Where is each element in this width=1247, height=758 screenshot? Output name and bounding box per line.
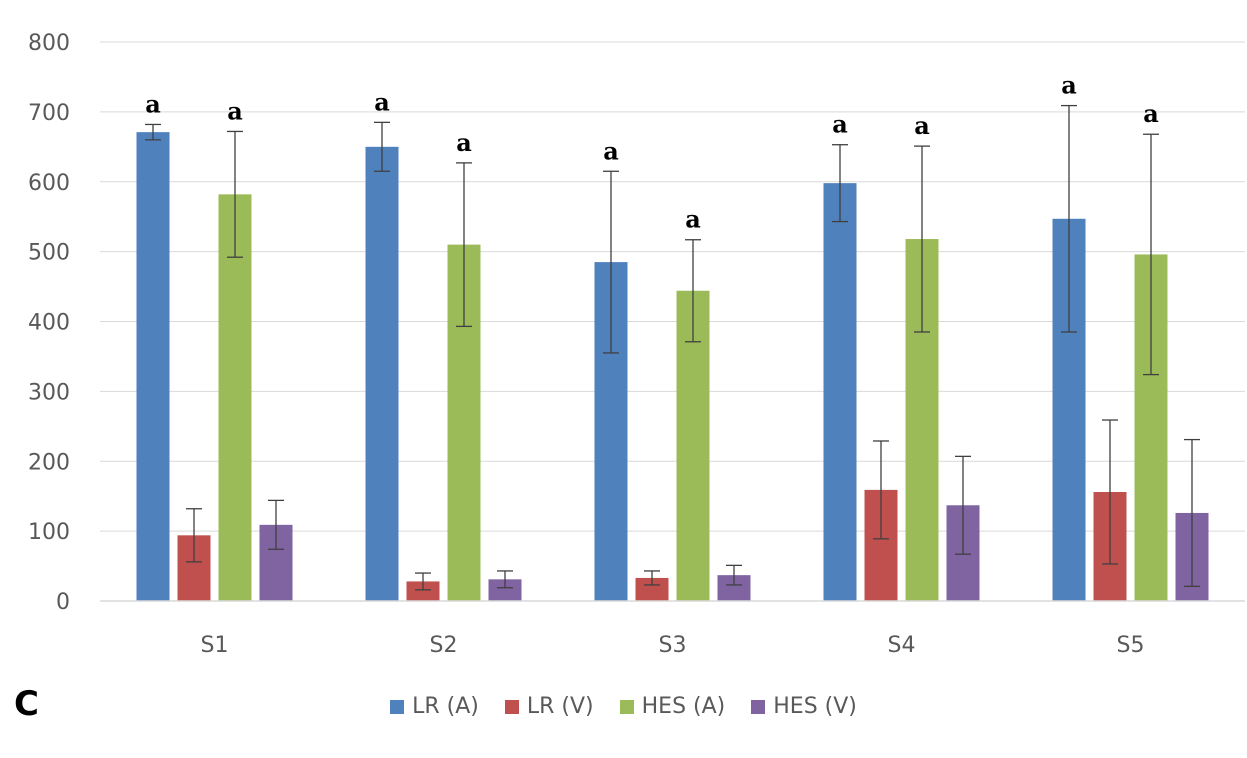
legend-item: LR (A) <box>390 694 479 719</box>
y-tick-label: 200 <box>28 450 70 475</box>
legend-item: HES (V) <box>751 694 857 719</box>
legend-swatch <box>390 699 405 714</box>
bar <box>406 581 440 601</box>
significance-label: a <box>832 110 848 139</box>
bar <box>676 290 710 601</box>
gridlines <box>100 41 1245 532</box>
legend: LR (A) LR (V) HES (A) HES (V) <box>0 694 1247 719</box>
y-tick-label: 700 <box>28 101 70 126</box>
significance-label: a <box>1143 99 1159 128</box>
legend-swatch <box>619 699 634 714</box>
y-tick-label: 300 <box>28 380 70 405</box>
y-tick-label: 400 <box>28 311 70 336</box>
bar <box>218 194 252 601</box>
y-tick-label: 800 <box>28 31 70 56</box>
significance-label: a <box>374 87 390 116</box>
significance-label: a <box>685 205 701 234</box>
y-tick-label: 0 <box>56 590 70 615</box>
significance-label: a <box>914 111 930 140</box>
x-tick-label: S2 <box>430 633 458 658</box>
bar <box>488 579 522 601</box>
y-axis-tick-labels: 0 100 200 300 400 500 600 700 800 <box>28 31 70 615</box>
x-tick-label: S1 <box>201 633 229 658</box>
significance-label: a <box>1061 71 1077 100</box>
legend-label: LR (A) <box>412 694 479 719</box>
x-tick-label: S3 <box>659 633 687 658</box>
significance-label: a <box>145 89 161 118</box>
significance-label: a <box>456 128 472 157</box>
y-tick-label: 500 <box>28 241 70 266</box>
legend-swatch <box>504 699 519 714</box>
panel-label: C <box>14 684 39 724</box>
error-bars <box>145 104 1200 591</box>
legend-label: LR (V) <box>526 694 594 719</box>
x-tick-label: S5 <box>1117 633 1145 658</box>
significance-label: a <box>603 136 619 165</box>
x-tick-label: S4 <box>888 633 916 658</box>
legend-item: HES (A) <box>619 694 726 719</box>
bar <box>635 577 669 601</box>
bar <box>365 146 399 601</box>
legend-swatch <box>751 699 766 714</box>
x-axis-category-labels: S1 S2 S3 S4 S5 <box>201 633 1145 658</box>
legend-label: HES (V) <box>773 694 857 719</box>
significance-label: a <box>227 96 243 125</box>
y-tick-label: 600 <box>28 171 70 196</box>
legend-item: LR (V) <box>504 694 594 719</box>
y-tick-label: 100 <box>28 520 70 545</box>
significance-labels: a a a a a a a a a a <box>145 71 1159 234</box>
bar <box>136 132 170 602</box>
bar <box>823 183 857 601</box>
legend-label: HES (A) <box>641 694 726 719</box>
